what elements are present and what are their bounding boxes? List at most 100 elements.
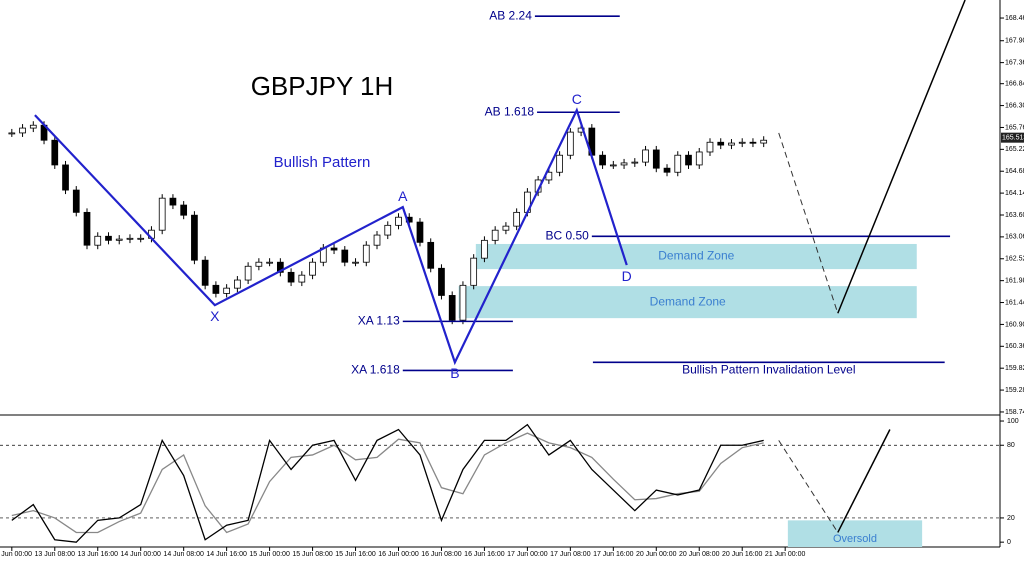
level-label: AB 1.618	[485, 104, 535, 118]
x-tick-label: 20 Jun 00:00	[636, 551, 677, 558]
candle	[642, 149, 649, 163]
x-tick-label: 16 Jun 16:00	[464, 551, 505, 558]
candle	[674, 154, 682, 173]
osc-line-k	[11, 423, 764, 543]
candle	[105, 235, 112, 241]
y-tick-label: 165.225	[1005, 146, 1024, 153]
x-tick-label: 17 Jun 08:00	[550, 551, 591, 558]
candle	[352, 261, 359, 264]
pattern-point-label: C	[572, 91, 582, 107]
candle	[749, 141, 757, 144]
level-label: BC 0.50	[545, 228, 589, 242]
candle	[717, 141, 725, 146]
y-tick-label: 165.765	[1005, 124, 1024, 131]
pattern-point-label: X	[210, 308, 220, 324]
y-tick-label: 160.905	[1005, 321, 1024, 328]
candle	[158, 197, 166, 231]
x-tick-label: 14 Jun 16:00	[206, 551, 247, 558]
candle	[663, 167, 671, 173]
candle	[234, 279, 241, 289]
level-label: Bullish Pattern Invalidation Level	[682, 362, 855, 376]
candle	[427, 241, 435, 269]
x-tick-label: 13 Jun 16:00	[78, 551, 119, 558]
candle	[738, 141, 746, 144]
osc-tick-label: 80	[1007, 442, 1015, 449]
candle	[72, 189, 80, 213]
candle	[728, 142, 735, 146]
zone-label: Demand Zone	[658, 249, 734, 263]
level-label: AB 2.24	[489, 8, 532, 22]
candle	[502, 225, 510, 231]
candle	[83, 211, 91, 246]
candle	[373, 234, 381, 246]
x-tick-label: 15 Jun 08:00	[292, 551, 333, 558]
y-tick-label: 167.905	[1005, 38, 1024, 45]
candle	[287, 271, 295, 283]
x-tick-label: 17 Jun 16:00	[593, 551, 634, 558]
y-tick-label: 168.465	[1005, 15, 1024, 22]
candle	[362, 244, 370, 263]
candle	[201, 259, 209, 286]
candle	[212, 284, 220, 294]
osc-tick-label: 0	[1007, 539, 1011, 546]
projection-solid	[837, 0, 966, 314]
zone-label: Demand Zone	[650, 294, 726, 308]
pattern-line	[34, 107, 628, 366]
y-tick-label: 162.525	[1005, 256, 1024, 263]
y-tick-label: 166.305	[1005, 102, 1024, 109]
x-tick-label: 20 Jun 08:00	[679, 551, 720, 558]
y-tick-label: 160.365	[1005, 343, 1024, 350]
candle	[448, 295, 456, 321]
candle	[459, 284, 467, 321]
candle	[685, 154, 692, 166]
candle	[255, 261, 263, 267]
y-tick-label: 167.365	[1005, 59, 1024, 66]
candle	[62, 164, 69, 191]
candle	[567, 131, 574, 156]
candle	[266, 261, 273, 264]
x-tick-label: 15 Jun 00:00	[249, 551, 290, 558]
level-label: XA 1.618	[351, 363, 400, 377]
x-tick-label: 13 Jun 08:00	[35, 551, 76, 558]
candle	[29, 124, 37, 129]
current-price-label: 165.513	[1002, 135, 1024, 142]
y-tick-label: 166.845	[1005, 81, 1024, 88]
candle	[491, 229, 499, 241]
y-tick-label: 161.985	[1005, 277, 1024, 284]
candle	[631, 161, 639, 164]
candle	[51, 139, 59, 166]
osc-projection-dashed	[778, 440, 839, 533]
candle	[556, 154, 563, 173]
pattern-point-label: A	[398, 188, 408, 204]
candle	[298, 274, 306, 283]
candle	[169, 197, 177, 206]
x-tick-label: 14 Jun 00:00	[120, 551, 161, 558]
demand-zone	[475, 243, 917, 270]
y-tick-label: 163.065	[1005, 234, 1024, 241]
candle	[137, 237, 145, 240]
chart-title: GBPJPY 1H	[251, 71, 394, 101]
candle	[276, 261, 284, 273]
level-label: XA 1.13	[358, 314, 400, 328]
candle	[513, 211, 521, 227]
candle	[438, 267, 445, 296]
x-tick-label: 21 Jun 00:00	[765, 551, 806, 558]
x-tick-label: 13 Jun 00:00	[0, 551, 32, 558]
candle	[19, 127, 26, 134]
candle	[309, 261, 316, 276]
candle	[760, 139, 768, 144]
x-tick-label: 15 Jun 16:00	[335, 551, 376, 558]
osc-line-d	[11, 432, 764, 534]
current-price-box	[1001, 132, 1024, 143]
x-tick-label: 16 Jun 08:00	[421, 551, 462, 558]
y-tick-label: 161.445	[1005, 299, 1024, 306]
oversold-zone	[787, 520, 923, 547]
candle	[115, 238, 123, 241]
candle	[706, 141, 714, 153]
candle	[126, 237, 134, 240]
y-tick-label: 158.745	[1005, 409, 1024, 416]
candle	[599, 154, 606, 166]
candle	[470, 257, 478, 286]
osc-projection-solid	[837, 429, 891, 533]
